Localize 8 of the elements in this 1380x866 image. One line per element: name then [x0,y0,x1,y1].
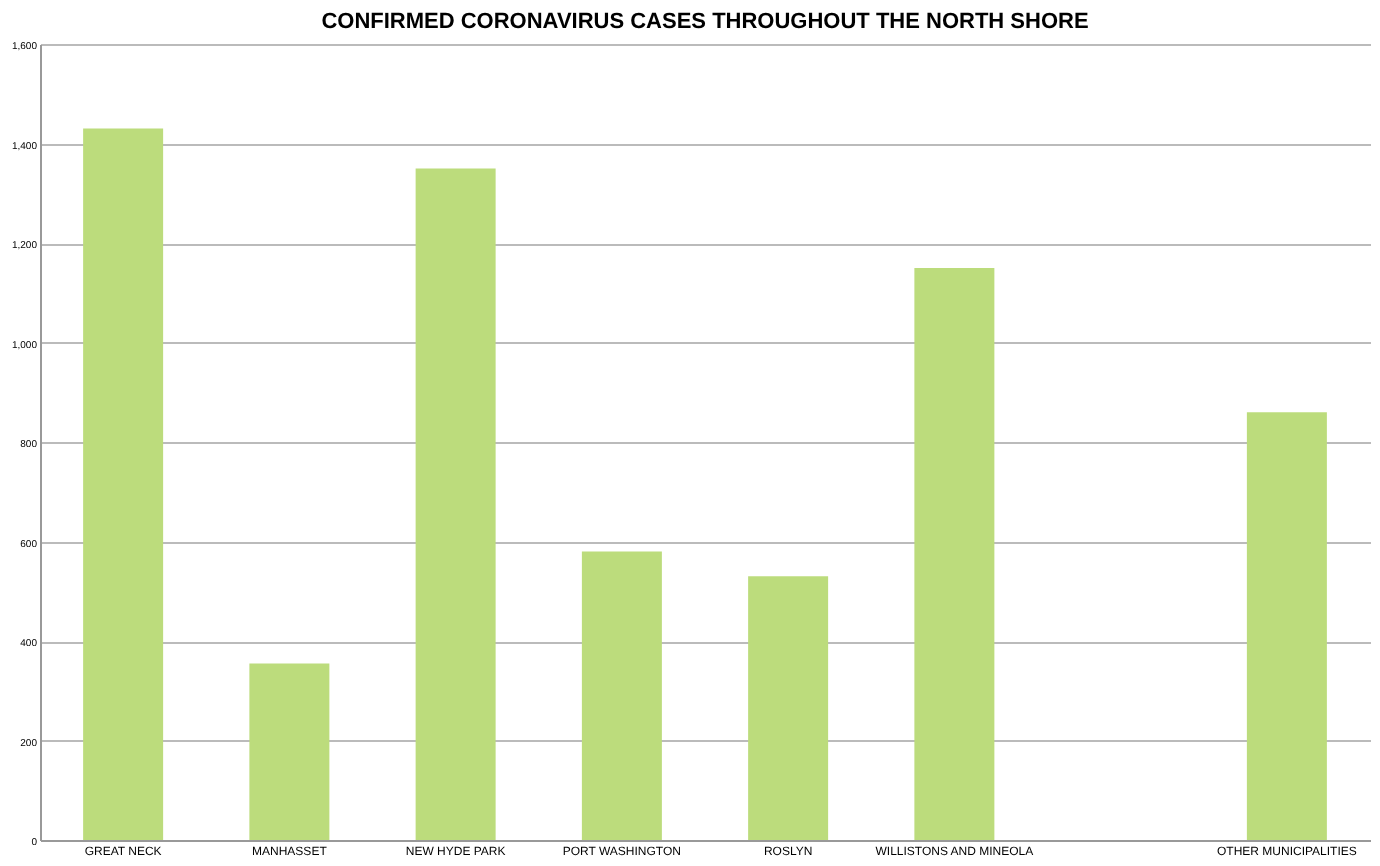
bar [249,663,330,840]
bar [1246,412,1327,840]
bar [748,576,829,840]
bar [83,128,164,840]
bar [914,267,995,840]
chart-title: CONFIRMED CORONAVIRUS CASES THROUGHOUT THE NORTH SHORE [321,10,1089,34]
bar [581,551,662,840]
bar [415,168,496,840]
